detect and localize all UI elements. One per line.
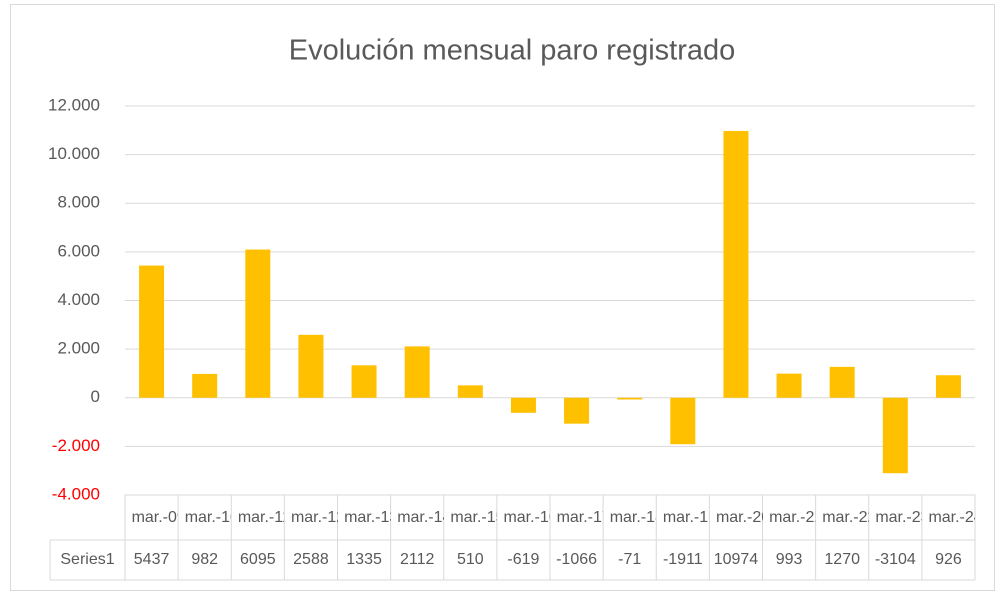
bar: [935, 375, 961, 398]
x-tick-label: mar.-09: [131, 508, 179, 526]
bar: [882, 397, 908, 474]
bar: [617, 397, 643, 400]
legend-label: Series1: [60, 551, 114, 568]
y-tick-label: 6.000: [57, 241, 100, 260]
y-tick-label: 8.000: [57, 193, 100, 212]
x-tick-label: mar.-19: [662, 508, 710, 526]
data-table-value: 926: [935, 551, 962, 568]
x-tick-label-cell: mar.-23: [875, 508, 922, 526]
x-tick-label-cell: mar.-15: [450, 508, 497, 526]
chart-title: Evolución mensual paro registrado: [289, 35, 736, 67]
y-tick-label: 0: [91, 387, 100, 406]
x-tick-label: mar.-18: [609, 508, 657, 526]
x-tick-label: mar.-23: [875, 508, 922, 526]
x-tick-label: mar.-13: [344, 508, 391, 526]
data-table-value: 982: [191, 551, 218, 568]
data-table-value: 5437: [134, 551, 170, 568]
data-table-value: -71: [618, 551, 641, 568]
y-tick-label: 2.000: [57, 339, 100, 358]
x-tick-label-cell: mar.-16: [503, 508, 550, 526]
y-tick-label: 10.000: [48, 144, 100, 163]
x-tick-label-cell: mar.-18: [609, 508, 657, 526]
data-table-value: -619: [507, 551, 539, 568]
x-tick-label-cell: mar.-20: [715, 508, 763, 526]
bar: [510, 397, 536, 413]
data-table-value: 6095: [240, 551, 276, 568]
data-table-value: -1066: [556, 551, 597, 568]
x-tick-label: mar.-20: [715, 508, 763, 526]
data-table-value: -3104: [875, 551, 916, 568]
data-table-value: 10974: [714, 551, 759, 568]
bar: [670, 397, 696, 445]
bar: [829, 366, 855, 398]
x-tick-label: mar.-21: [769, 508, 816, 526]
data-table-value: 993: [776, 551, 803, 568]
x-tick-label-cell: mar.-19: [662, 508, 710, 526]
x-tick-label: mar.-10: [184, 508, 232, 526]
x-tick-label-cell: mar.-14: [397, 508, 444, 526]
x-tick-label-cell: mar.-10: [184, 508, 232, 526]
x-tick-label: mar.-12: [290, 508, 338, 526]
data-table-value: 2588: [293, 551, 329, 568]
bar: [564, 397, 590, 424]
x-tick-label: mar.-17: [556, 508, 604, 526]
bar: [723, 130, 749, 398]
bar: [776, 373, 802, 398]
bar: [245, 249, 271, 398]
bar: [192, 373, 218, 398]
y-tick-label: 12.000: [48, 95, 100, 114]
bar: [404, 346, 430, 398]
x-tick-label: mar.-22: [822, 508, 869, 526]
x-tick-label: mar.-24: [928, 508, 975, 526]
x-tick-label: mar.-14: [397, 508, 444, 526]
bar: [457, 385, 483, 398]
bar: [139, 265, 165, 398]
data-table-value: 510: [457, 551, 484, 568]
bar: [298, 334, 324, 398]
x-tick-label-cell: mar.-13: [344, 508, 391, 526]
data-table-value: 1270: [824, 551, 860, 568]
x-tick-label: mar.-16: [503, 508, 550, 526]
chart-frame: [10, 4, 995, 591]
x-tick-label-cell: mar.-21: [769, 508, 816, 526]
x-tick-label-cell: mar.-24: [928, 508, 975, 526]
x-tick-label: mar.-15: [450, 508, 497, 526]
x-tick-label-cell: mar.-12: [290, 508, 338, 526]
bar: [351, 365, 377, 398]
x-tick-label-cell: mar.-22: [822, 508, 869, 526]
data-table-value: 2112: [400, 551, 435, 568]
y-tick-label: 4.000: [57, 290, 100, 309]
data-table-value: 1335: [346, 551, 382, 568]
x-tick-label-cell: mar.-11: [237, 508, 285, 526]
x-tick-label-cell: mar.-17: [556, 508, 604, 526]
x-tick-label: mar.-11: [237, 508, 285, 526]
x-tick-label-cell: mar.-09: [131, 508, 179, 526]
y-tick-label: -4.000: [52, 484, 100, 503]
y-tick-label: -2.000: [52, 436, 100, 455]
data-table-value: -1911: [663, 551, 703, 568]
